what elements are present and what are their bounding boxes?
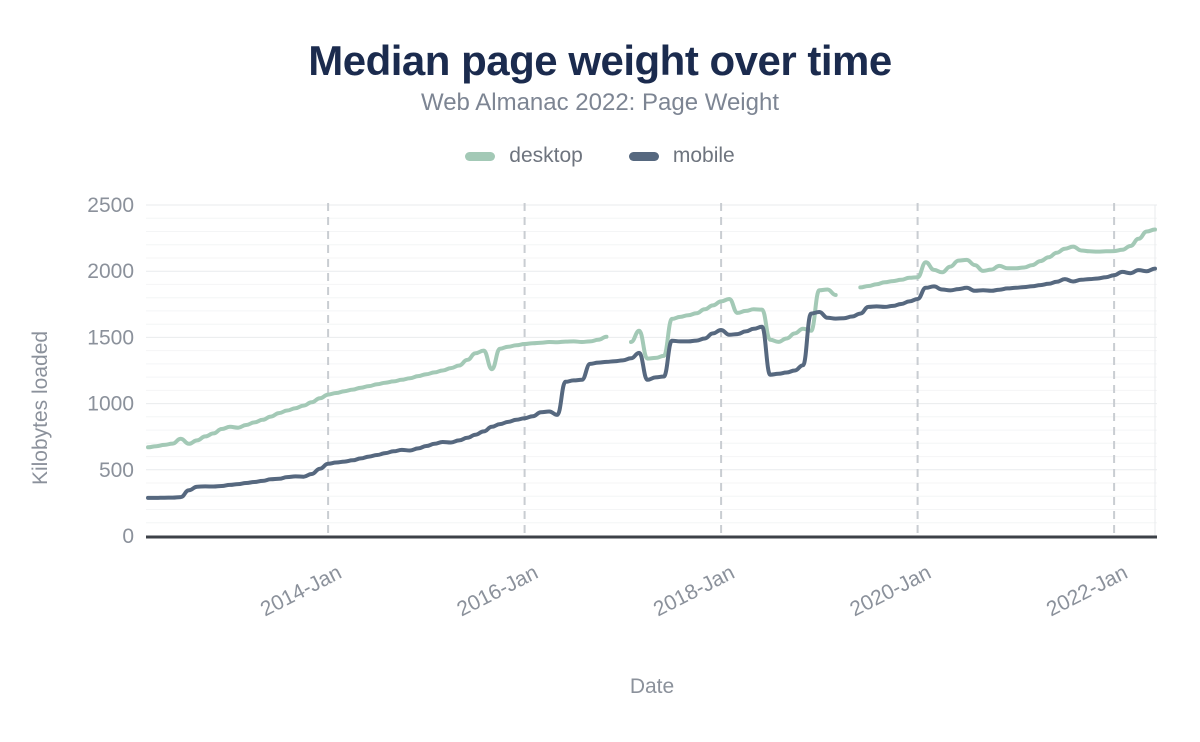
y-tick-label: 1000 (87, 393, 134, 416)
x-tick-label: 2022-Jan (1043, 561, 1131, 621)
y-tick-label: 2000 (87, 260, 134, 283)
y-tick-label: 2500 (87, 194, 134, 217)
mobile-series-swatch (628, 151, 659, 161)
legend: desktop mobile (0, 144, 1200, 168)
x-axis-title: Date (629, 675, 675, 698)
legend-item-desktop[interactable]: desktop (465, 144, 583, 168)
x-tick-label: 2016-Jan (453, 561, 541, 621)
x-tick-label: 2020-Jan (846, 561, 934, 621)
y-tick-label: 500 (99, 459, 134, 482)
chart-title: Median page weight over time (308, 37, 892, 84)
x-tick-label: 2018-Jan (650, 561, 738, 621)
desktop-series-swatch (465, 151, 496, 161)
legend-label-desktop: desktop (509, 144, 583, 167)
mobile-series-line[interactable] (146, 266, 1157, 500)
x-tick-label: 2014-Jan (257, 561, 345, 621)
legend-label-mobile: mobile (672, 144, 735, 167)
y-tick-label: 1500 (87, 326, 134, 349)
desktop-series-line[interactable] (146, 227, 1157, 450)
legend-item-mobile[interactable]: mobile (628, 144, 735, 168)
chart-subtitle: Web Almanac 2022: Page Weight (420, 89, 779, 116)
y-tick-label: 0 (122, 525, 134, 548)
